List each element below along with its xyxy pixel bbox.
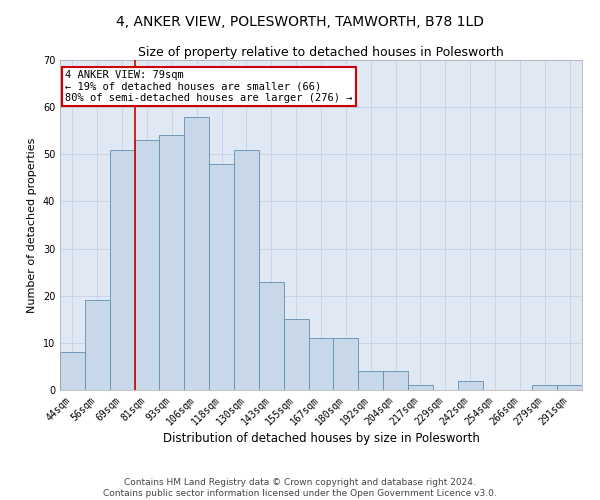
Bar [234,150,259,390]
Bar [60,352,85,390]
Bar [184,116,209,390]
X-axis label: Distribution of detached houses by size in Polesworth: Distribution of detached houses by size … [163,432,479,446]
Text: Contains HM Land Registry data © Crown copyright and database right 2024.
Contai: Contains HM Land Registry data © Crown c… [103,478,497,498]
Bar [458,380,482,390]
Bar [408,386,433,390]
Bar [284,320,308,390]
Bar [308,338,334,390]
Bar [334,338,358,390]
Bar [557,386,582,390]
Text: 4 ANKER VIEW: 79sqm
← 19% of detached houses are smaller (66)
80% of semi-detach: 4 ANKER VIEW: 79sqm ← 19% of detached ho… [65,70,353,103]
Bar [209,164,234,390]
Bar [85,300,110,390]
Text: 4, ANKER VIEW, POLESWORTH, TAMWORTH, B78 1LD: 4, ANKER VIEW, POLESWORTH, TAMWORTH, B78… [116,15,484,29]
Bar [160,136,184,390]
Y-axis label: Number of detached properties: Number of detached properties [27,138,37,312]
Bar [110,150,134,390]
Bar [383,371,408,390]
Bar [134,140,160,390]
Bar [532,386,557,390]
Bar [358,371,383,390]
Title: Size of property relative to detached houses in Polesworth: Size of property relative to detached ho… [138,46,504,59]
Bar [259,282,284,390]
